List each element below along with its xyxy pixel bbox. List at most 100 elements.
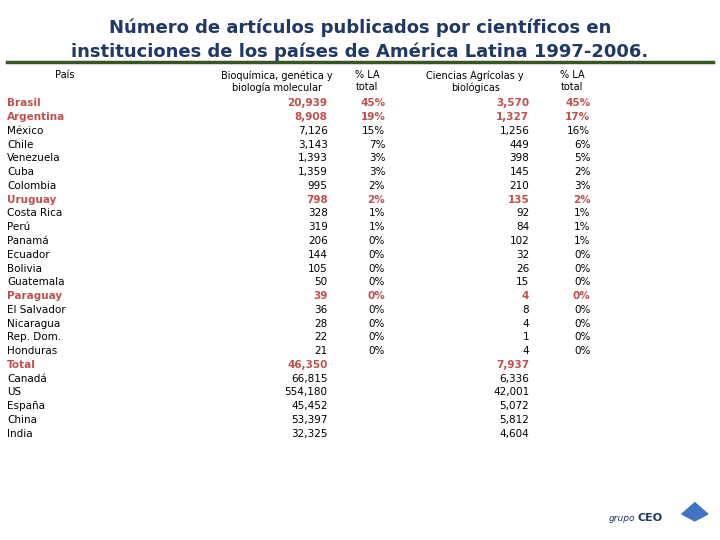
Text: 26: 26: [516, 264, 529, 274]
Text: 2%: 2%: [367, 195, 385, 205]
Text: 135: 135: [508, 195, 529, 205]
Text: 32,325: 32,325: [291, 429, 328, 439]
Text: CEO: CEO: [637, 512, 662, 523]
Text: 3%: 3%: [574, 181, 590, 191]
Text: Nicaragua: Nicaragua: [7, 319, 60, 329]
Text: India: India: [7, 429, 33, 439]
Text: Honduras: Honduras: [7, 346, 58, 356]
Text: 4: 4: [522, 291, 529, 301]
Text: 0%: 0%: [369, 319, 385, 329]
Text: Paraguay: Paraguay: [7, 291, 63, 301]
Text: 0%: 0%: [574, 346, 590, 356]
Text: 5,812: 5,812: [500, 415, 529, 425]
Text: Guatemala: Guatemala: [7, 278, 65, 287]
Text: Canadá: Canadá: [7, 374, 47, 384]
Text: Bioquímica, genética y
biología molecular: Bioquímica, genética y biología molecula…: [221, 70, 333, 93]
Text: 7%: 7%: [369, 140, 385, 150]
Text: 19%: 19%: [360, 112, 385, 122]
Text: 46,350: 46,350: [287, 360, 328, 370]
Text: 105: 105: [308, 264, 328, 274]
Text: 8,908: 8,908: [294, 112, 328, 122]
Text: 1,327: 1,327: [496, 112, 529, 122]
Text: 1: 1: [523, 333, 529, 342]
Text: 53,397: 53,397: [291, 415, 328, 425]
Text: El Salvador: El Salvador: [7, 305, 66, 315]
Text: 45%: 45%: [360, 98, 385, 109]
Text: 3%: 3%: [369, 167, 385, 177]
Text: 206: 206: [308, 236, 328, 246]
Text: 50: 50: [315, 278, 328, 287]
Text: 32: 32: [516, 249, 529, 260]
Text: 0%: 0%: [574, 278, 590, 287]
Text: Ecuador: Ecuador: [7, 249, 50, 260]
Text: 0%: 0%: [369, 236, 385, 246]
Text: España: España: [7, 401, 45, 411]
Text: 3%: 3%: [369, 153, 385, 164]
Text: 0%: 0%: [574, 333, 590, 342]
Text: 1%: 1%: [369, 208, 385, 219]
Text: 45,452: 45,452: [291, 401, 328, 411]
Text: 2%: 2%: [369, 181, 385, 191]
Text: Ciencias Agrícolas y
biológicas: Ciencias Agrícolas y biológicas: [426, 70, 524, 93]
Text: Bolivia: Bolivia: [7, 264, 42, 274]
Text: Uruguay: Uruguay: [7, 195, 57, 205]
Text: US: US: [7, 388, 22, 397]
Text: 7,126: 7,126: [298, 126, 328, 136]
Text: 17%: 17%: [565, 112, 590, 122]
Text: 0%: 0%: [572, 291, 590, 301]
Text: Cuba: Cuba: [7, 167, 35, 177]
Text: 15: 15: [516, 278, 529, 287]
Text: 4,604: 4,604: [500, 429, 529, 439]
Text: 3,143: 3,143: [298, 140, 328, 150]
Text: 5,072: 5,072: [500, 401, 529, 411]
Text: 798: 798: [306, 195, 328, 205]
Text: 0%: 0%: [574, 264, 590, 274]
Text: 39: 39: [313, 291, 328, 301]
Text: 66,815: 66,815: [291, 374, 328, 384]
Text: Panamá: Panamá: [7, 236, 49, 246]
Text: 6,336: 6,336: [500, 374, 529, 384]
Text: 0%: 0%: [574, 249, 590, 260]
Text: 102: 102: [510, 236, 529, 246]
Text: 8: 8: [523, 305, 529, 315]
Text: 45%: 45%: [565, 98, 590, 109]
Text: 3,570: 3,570: [496, 98, 529, 109]
Text: 1,256: 1,256: [500, 126, 529, 136]
Text: 42,001: 42,001: [493, 388, 529, 397]
Text: 21: 21: [315, 346, 328, 356]
Text: 7,937: 7,937: [496, 360, 529, 370]
Text: 0%: 0%: [369, 249, 385, 260]
Text: 554,180: 554,180: [284, 388, 328, 397]
Text: Argentina: Argentina: [7, 112, 66, 122]
Text: 4: 4: [523, 346, 529, 356]
Text: 0%: 0%: [369, 264, 385, 274]
Text: 0%: 0%: [369, 333, 385, 342]
Text: 28: 28: [315, 319, 328, 329]
Text: México: México: [7, 126, 44, 136]
Text: 36: 36: [315, 305, 328, 315]
Text: % LA
total: % LA total: [560, 70, 585, 92]
Text: % LA
total: % LA total: [355, 70, 379, 92]
Text: 1,359: 1,359: [298, 167, 328, 177]
Text: 15%: 15%: [362, 126, 385, 136]
Text: 0%: 0%: [574, 305, 590, 315]
Text: 4: 4: [523, 319, 529, 329]
Text: Total: Total: [7, 360, 36, 370]
Text: 0%: 0%: [367, 291, 385, 301]
Text: 210: 210: [510, 181, 529, 191]
Text: 328: 328: [307, 208, 328, 219]
Text: 145: 145: [509, 167, 529, 177]
Text: 1%: 1%: [369, 222, 385, 232]
Text: 5%: 5%: [574, 153, 590, 164]
Text: 0%: 0%: [369, 346, 385, 356]
Text: 0%: 0%: [574, 319, 590, 329]
Text: 398: 398: [509, 153, 529, 164]
Text: 1,393: 1,393: [298, 153, 328, 164]
Text: 995: 995: [307, 181, 328, 191]
Text: 16%: 16%: [567, 126, 590, 136]
Text: Costa Rica: Costa Rica: [7, 208, 63, 219]
Text: 319: 319: [307, 222, 328, 232]
Text: 2%: 2%: [574, 167, 590, 177]
Text: 1%: 1%: [574, 208, 590, 219]
Text: Número de artículos publicados por científicos en: Número de artículos publicados por cient…: [109, 19, 611, 37]
